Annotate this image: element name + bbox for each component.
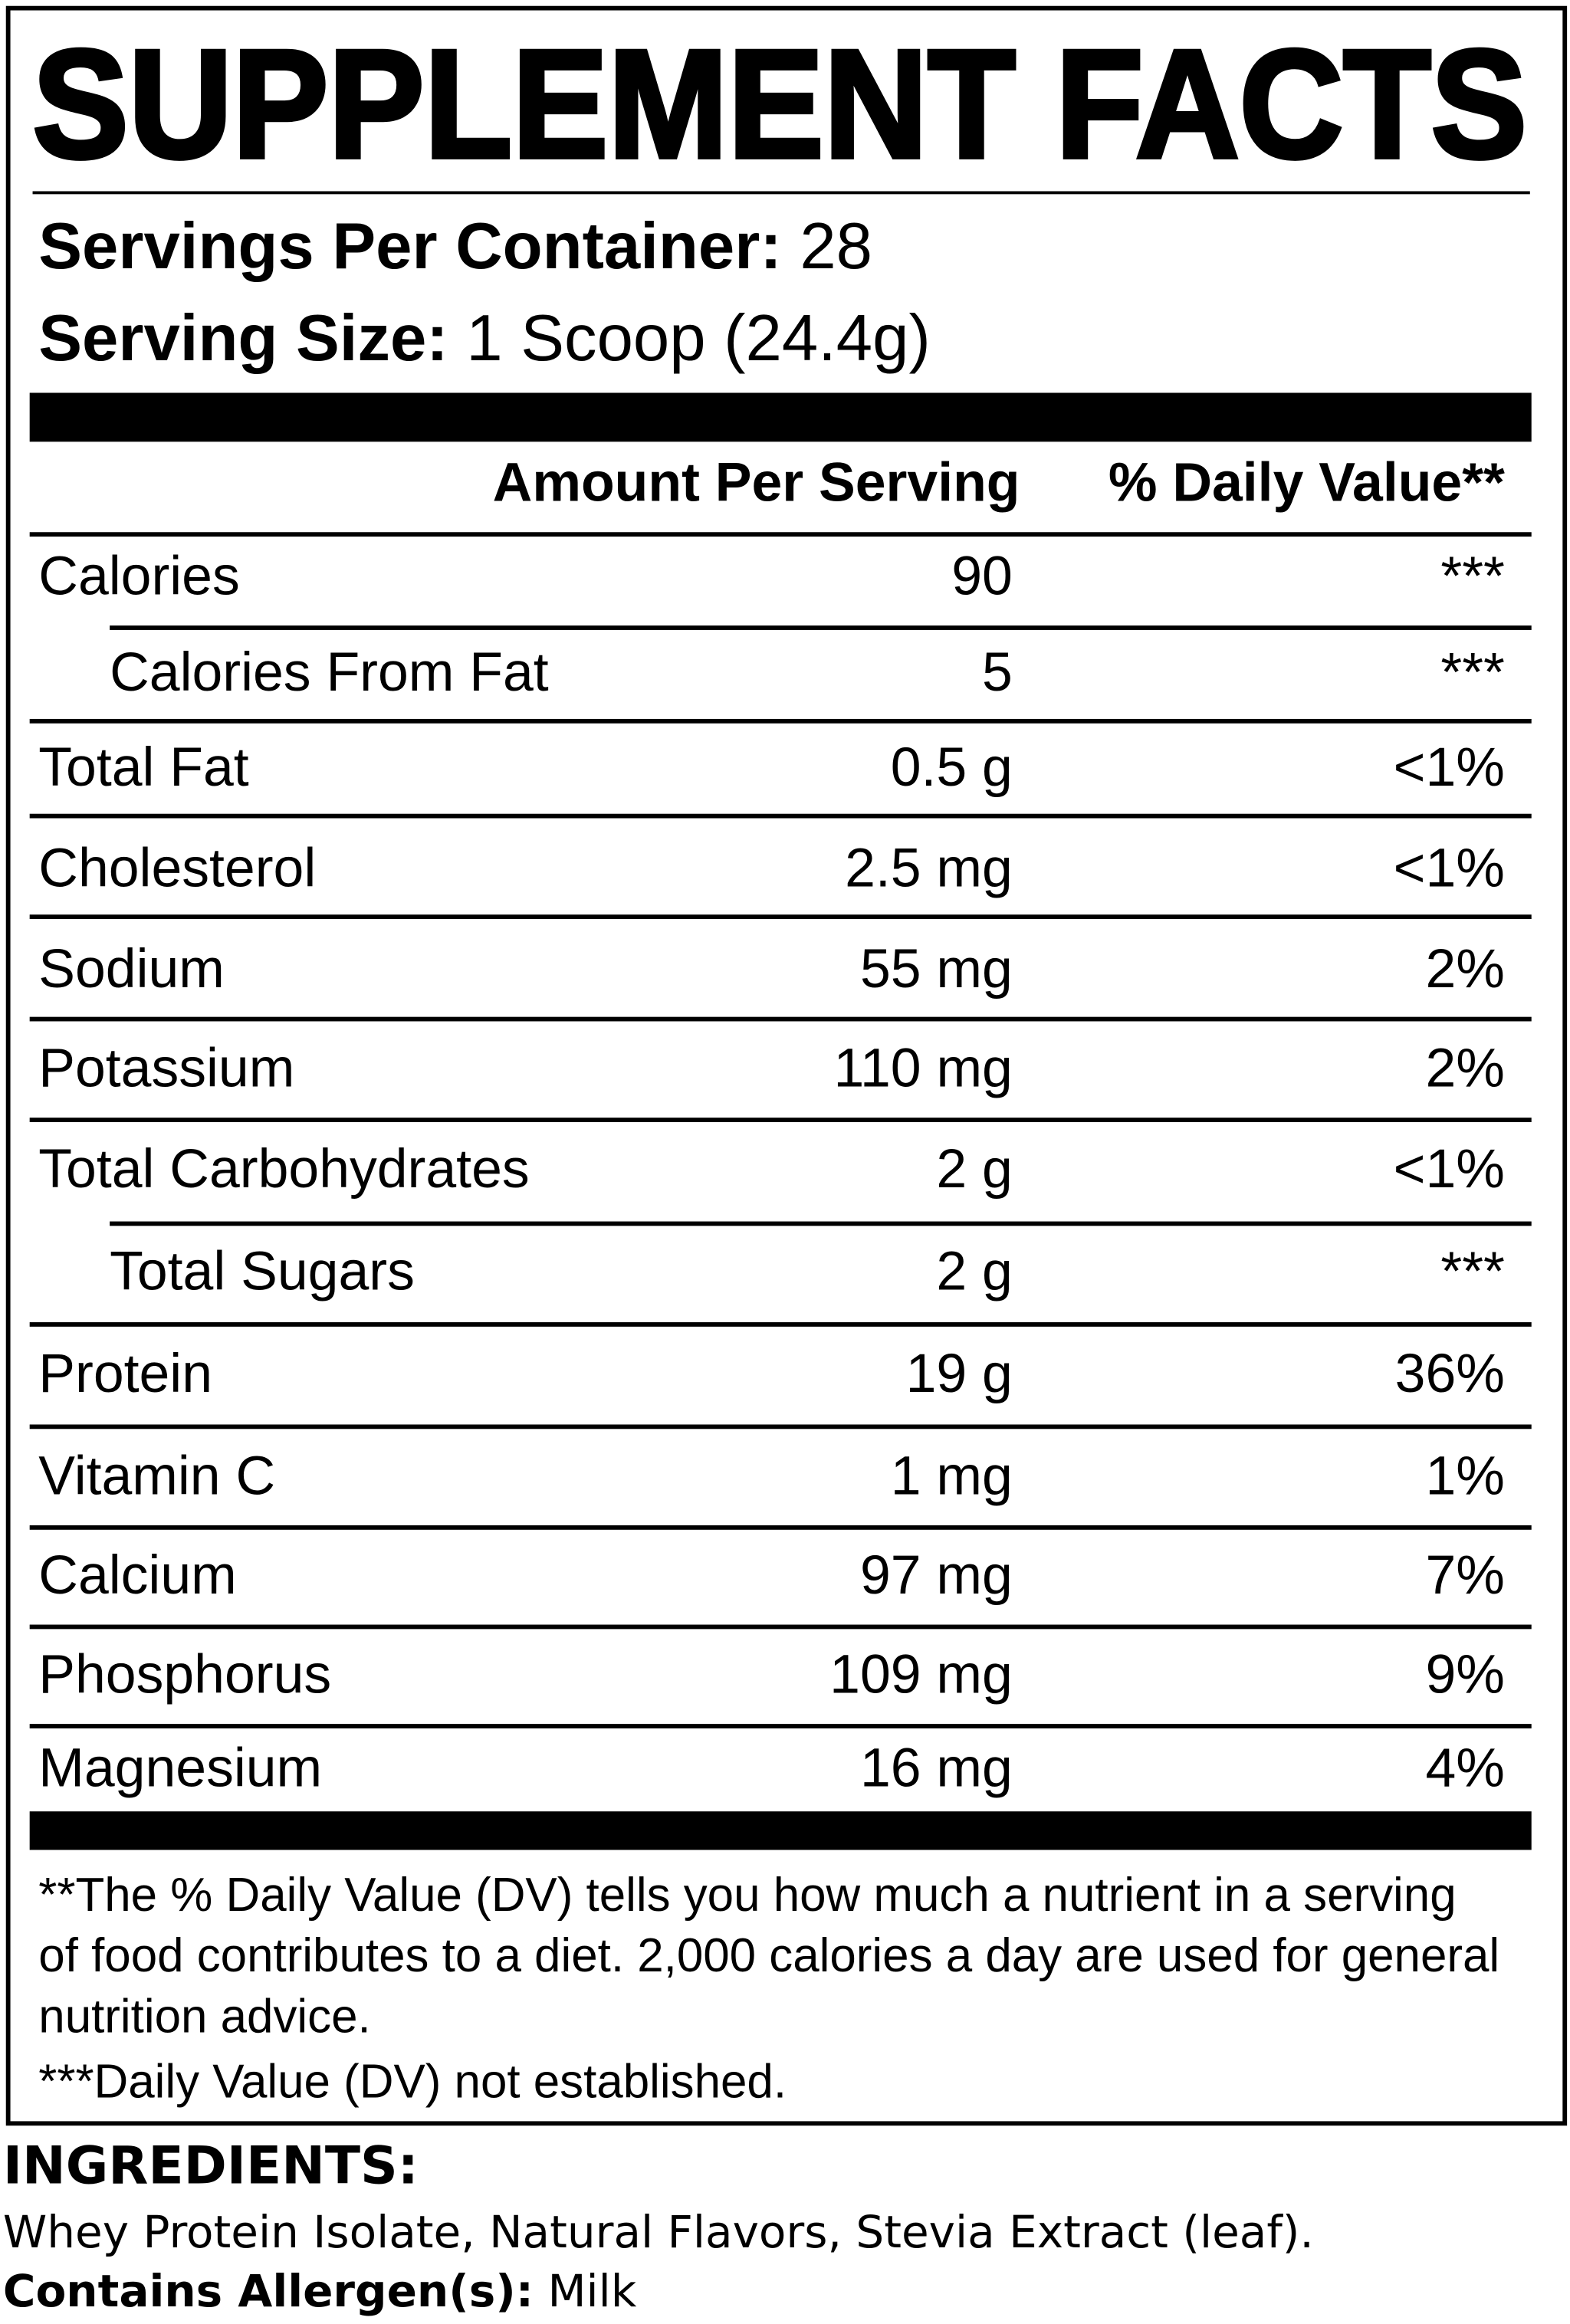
- nutrient-amount: 110 mg: [833, 1037, 1013, 1099]
- nutrient-dv: 2%: [1425, 1037, 1505, 1099]
- nutrient-amount: 109 mg: [829, 1643, 1013, 1705]
- nutrient-amount: 1 mg: [890, 1445, 1013, 1506]
- nutrient-name: Phosphorus: [38, 1643, 332, 1705]
- nutrient-name: Magnesium: [38, 1737, 323, 1798]
- nutrient-dv: <1%: [1393, 737, 1505, 798]
- serving-size-value: 1 Scoop (24.4g): [466, 302, 931, 376]
- ingredients-label: INGREDIENTS:: [2, 2137, 419, 2198]
- servings-label: Servings Per Container:: [38, 210, 782, 284]
- nutrient-amount: 16 mg: [859, 1737, 1013, 1798]
- rule: [32, 191, 1530, 195]
- nutrient-name: Vitamin C: [38, 1445, 276, 1506]
- nutrient-dv: 36%: [1394, 1343, 1505, 1404]
- nutrient-amount: 5: [982, 642, 1013, 703]
- row-rule: [29, 1525, 1532, 1530]
- row-rule: [29, 1118, 1532, 1122]
- serving-size: Serving Size: 1 Scoop (24.4g): [38, 306, 931, 372]
- servings: Servings Per Container: 28: [38, 214, 872, 280]
- nutrient-amount: 19 g: [905, 1343, 1013, 1404]
- title-svg: SUPPLEMENT FACTS: [33, 30, 1529, 178]
- nutrient-name: Total Sugars: [110, 1240, 415, 1302]
- header-dv: % Daily Value**: [1108, 451, 1505, 514]
- footnote: ***Daily Value (DV) not established.: [38, 2054, 787, 2109]
- nutrient-name: Sodium: [38, 938, 225, 1000]
- row-rule: [29, 914, 1532, 920]
- nutrient-amount: 2 g: [936, 1240, 1013, 1302]
- row-rule: [29, 1424, 1532, 1430]
- serving-size-label: Serving Size:: [38, 302, 448, 376]
- nutrient-name: Potassium: [38, 1037, 295, 1099]
- nutrient-name: Calcium: [38, 1544, 237, 1606]
- nutrient-dv: 9%: [1425, 1643, 1505, 1705]
- nutrient-amount: 55 mg: [859, 938, 1013, 1000]
- row-rule: [29, 1016, 1532, 1022]
- nutrient-dv: ***: [1440, 642, 1505, 703]
- facts-box: [5, 5, 1568, 2126]
- thick-bar: [29, 392, 1532, 442]
- nutrient-dv: 2%: [1425, 938, 1505, 1000]
- row-rule: [29, 718, 1532, 724]
- nutrient-amount: 2 g: [936, 1138, 1013, 1200]
- nutrient-amount: 0.5 g: [890, 737, 1013, 798]
- nutrient-dv: ***: [1440, 545, 1505, 606]
- nutrient-name: Calories From Fat: [110, 642, 549, 703]
- nutrient-dv: <1%: [1393, 837, 1505, 898]
- header-amount: Amount Per Serving: [492, 451, 1020, 514]
- footnote: **The % Daily Value (DV) tells you how m…: [38, 1867, 1500, 2043]
- allergen: Contains Allergen(s): Milk: [3, 2270, 637, 2316]
- row-rule: [110, 1221, 1532, 1226]
- nutrient-amount: 97 mg: [859, 1544, 1013, 1606]
- row-rule: [29, 1322, 1532, 1327]
- nutrient-amount: 2.5 mg: [845, 837, 1013, 898]
- servings-value: 28: [800, 210, 873, 284]
- nutrient-amount: 90: [951, 545, 1013, 606]
- allergen-label: Contains Allergen(s):: [2, 2266, 534, 2319]
- nutrient-name: Total Fat: [38, 737, 249, 798]
- row-rule: [29, 1724, 1532, 1728]
- allergen-value: Milk: [547, 2266, 637, 2319]
- nutrient-name: Calories: [38, 545, 240, 606]
- ingredients-text: Whey Protein Isolate, Natural Flavors, S…: [2, 2207, 1314, 2260]
- title: SUPPLEMENT FACTS: [33, 30, 1527, 178]
- nutrient-dv: 4%: [1425, 1737, 1505, 1798]
- row-rule: [29, 813, 1532, 819]
- rule: [29, 532, 1532, 537]
- nutrient-dv: ***: [1440, 1240, 1505, 1302]
- nutrient-dv: 7%: [1425, 1544, 1505, 1606]
- nutrient-dv: 1%: [1425, 1445, 1505, 1506]
- nutrient-dv: <1%: [1393, 1138, 1505, 1200]
- nutrient-name: Protein: [38, 1343, 213, 1404]
- thick-bar: [29, 1811, 1532, 1850]
- nutrient-name: Cholesterol: [38, 837, 317, 898]
- nutrient-name: Total Carbohydrates: [38, 1138, 530, 1200]
- row-rule: [110, 625, 1532, 630]
- row-rule: [29, 1624, 1532, 1630]
